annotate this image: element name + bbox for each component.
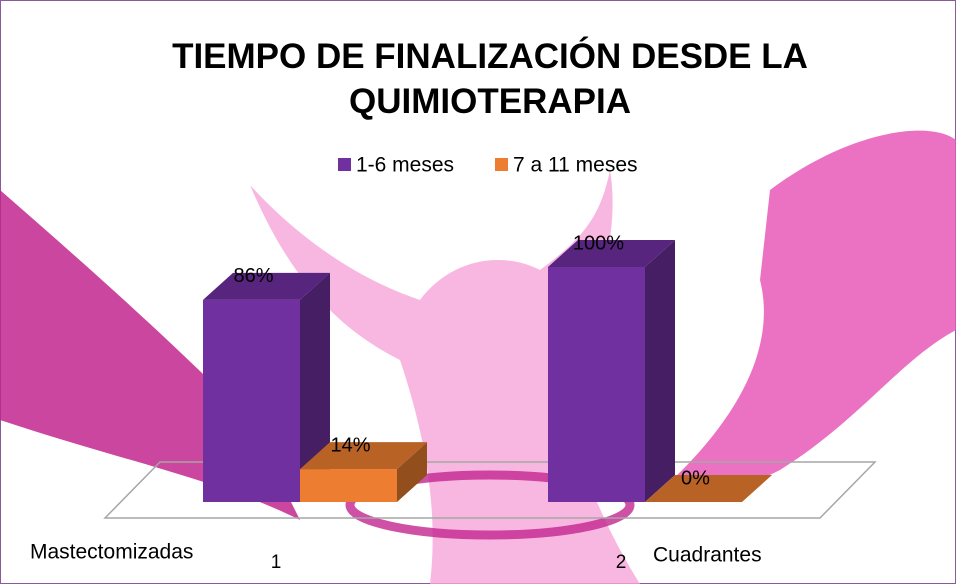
annotation: Cuadrantes: [653, 544, 762, 567]
legend-swatch: [338, 158, 351, 171]
bar: [300, 469, 397, 502]
bar-side: [397, 442, 427, 502]
bar-top: [203, 272, 330, 300]
legend-swatch: [495, 158, 508, 171]
bar-side: [645, 240, 675, 502]
bar-side: [300, 272, 330, 502]
x-tick-label: 2: [616, 552, 627, 573]
bar-top: [645, 475, 772, 502]
data-label: 14%: [330, 434, 370, 456]
bar: [203, 299, 300, 502]
data-label: 100%: [573, 232, 624, 254]
bar-top: [548, 240, 675, 267]
floor: [103, 461, 877, 519]
bar: [548, 267, 645, 502]
x-tick-label: 1: [271, 552, 282, 573]
bg-ribbon: [650, 130, 956, 502]
plot: 86% 14% 100% 0%: [203, 232, 772, 502]
chart-title: TIEMPO DE FINALIZACIÓN DESDE LA QUIMIOTE…: [172, 37, 808, 121]
legend-label: 7 a 11 meses: [513, 154, 638, 177]
data-label: 0%: [681, 467, 710, 489]
legend-label: 1-6 meses: [356, 154, 454, 177]
bar-top: [300, 442, 427, 470]
annotation: Mastectomizadas: [30, 541, 193, 564]
data-label: 86%: [233, 265, 273, 287]
bg-hoop: [345, 470, 635, 540]
